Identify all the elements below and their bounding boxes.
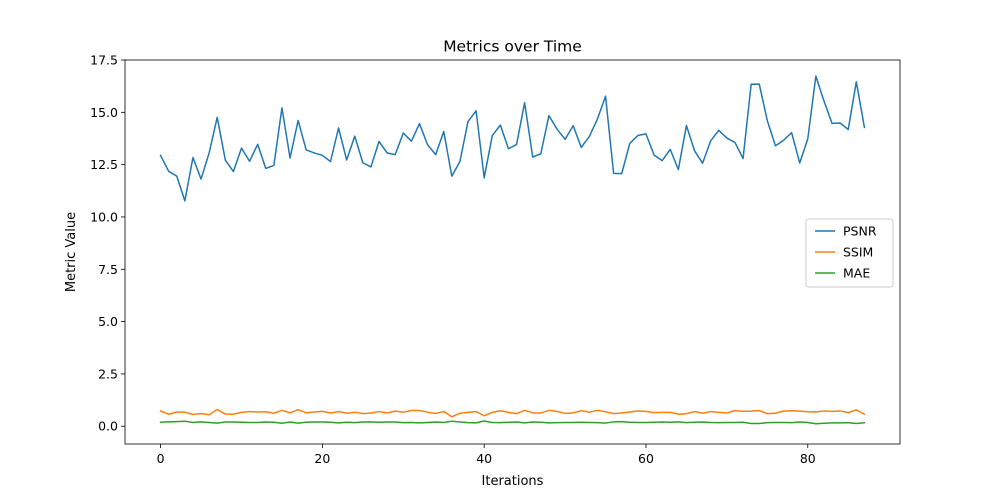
series-line-ssim (159, 408, 866, 418)
y-tick-label: 17.5 (90, 53, 118, 68)
x-axis-label: Iterations (482, 474, 544, 489)
plot-lines (159, 75, 866, 425)
y-tick-label: 2.5 (98, 366, 118, 381)
x-tick-label: 20 (314, 451, 330, 466)
x-axis-ticks: 0 20 40 60 80 (157, 444, 816, 466)
y-tick-label: 5.0 (98, 314, 118, 329)
y-tick-label: 12.5 (90, 157, 118, 172)
legend-label-ssim: SSIM (843, 245, 873, 260)
y-tick-label: 0.0 (98, 419, 118, 434)
x-tick-label: 40 (476, 451, 492, 466)
y-axis-ticks: 0.0 2.5 5.0 7.5 10.0 12.5 15.0 17.5 (90, 53, 125, 434)
chart-title: Metrics over Time (443, 38, 582, 56)
y-axis-label: Metric Value (64, 212, 79, 292)
legend-label-mae: MAE (843, 266, 870, 281)
legend: PSNR SSIM MAE (805, 218, 894, 288)
legend-box (805, 218, 894, 288)
series-line-psnr (159, 75, 866, 202)
y-tick-label: 15.0 (90, 105, 118, 120)
x-tick-label: 0 (157, 451, 165, 466)
y-tick-label: 10.0 (90, 209, 118, 224)
x-tick-label: 60 (638, 451, 654, 466)
plot-area-frame (124, 59, 901, 445)
series-line-mae (159, 420, 866, 425)
y-tick-label: 7.5 (98, 262, 118, 277)
x-tick-label: 80 (800, 451, 816, 466)
legend-label-psnr: PSNR (843, 224, 877, 239)
